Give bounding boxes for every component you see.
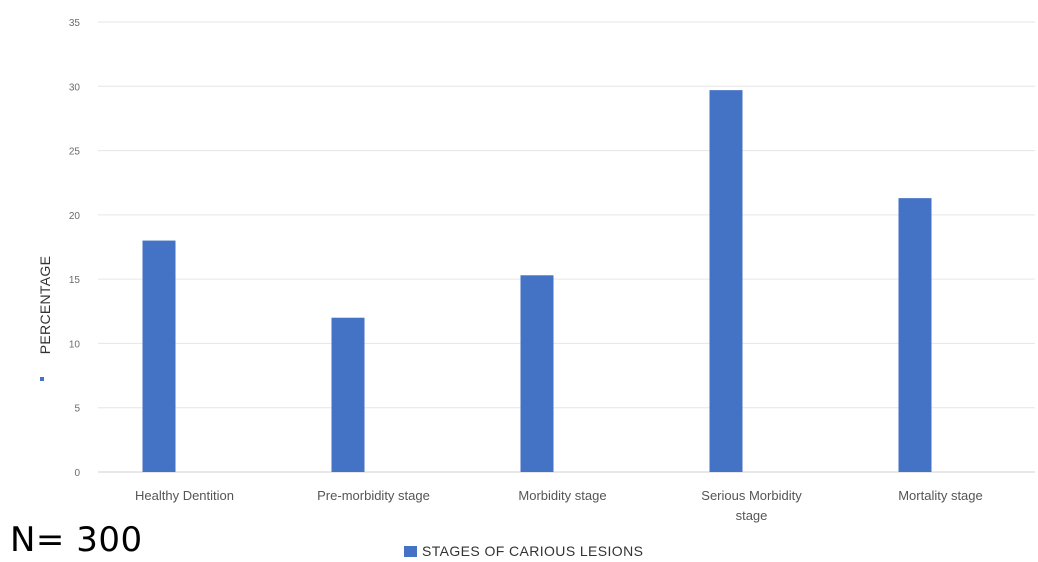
y-axis-marker (40, 377, 44, 381)
y-axis-label: PERCENTAGE (37, 256, 53, 354)
legend-label: STAGES OF CARIOUS LESIONS (422, 543, 643, 559)
y-tick-label: 35 (69, 18, 81, 29)
legend-swatch (404, 546, 417, 557)
x-category-label: Healthy Dentition (135, 488, 234, 503)
x-axis-categories: Healthy Dentition Pre-morbidity stage Morb… (135, 488, 983, 523)
x-category-label: Serious Morbidity stage (701, 488, 802, 523)
gridlines (98, 21, 1035, 473)
y-tick-label: 30 (69, 82, 81, 93)
bar (709, 90, 743, 473)
y-tick-label: 15 (69, 275, 81, 286)
y-tick-label: 10 (69, 339, 81, 350)
sample-size-note: N= 300 (10, 520, 143, 560)
y-axis-ticks: 0 5 10 15 20 25 30 35 (69, 18, 81, 479)
bar (898, 198, 932, 472)
y-axis-title: PERCENTAGE (37, 256, 53, 381)
legend: STAGES OF CARIOUS LESIONS (404, 543, 643, 559)
bars (142, 90, 932, 473)
bar (331, 317, 365, 472)
y-tick-label: 25 (69, 147, 81, 158)
x-category-label: Pre-morbidity stage (317, 488, 430, 503)
x-category-label: Morbidity stage (518, 488, 606, 503)
bar (520, 275, 554, 472)
y-tick-label: 0 (74, 468, 80, 479)
y-tick-label: 20 (69, 211, 81, 222)
bar (142, 240, 176, 472)
y-tick-label: 5 (74, 404, 80, 415)
x-category-label: Mortality stage (898, 488, 983, 503)
